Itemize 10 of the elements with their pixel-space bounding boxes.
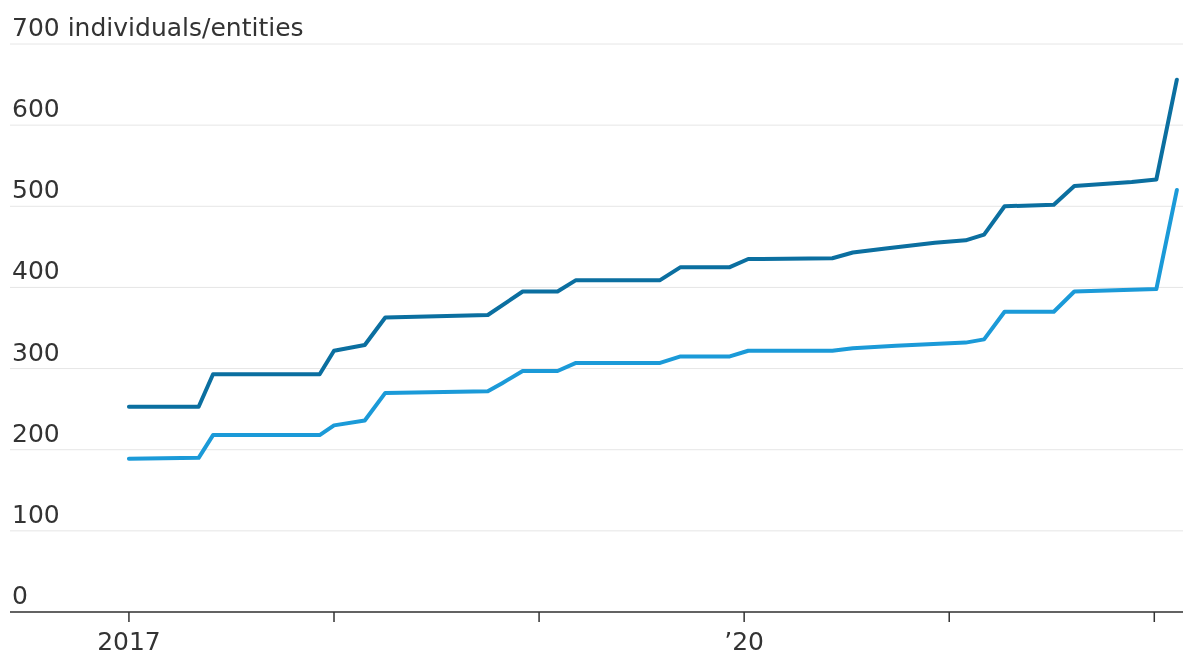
x-tick-label: ’20 (724, 627, 765, 656)
y-tick-label: 700 individuals/entities (12, 13, 304, 42)
y-tick-label: 300 (12, 337, 60, 367)
y-tick-label: 0 (12, 581, 28, 610)
y-tick-label: 500 (12, 175, 60, 205)
y-tick-label: 100 (12, 499, 60, 529)
y-tick-label: 600 (12, 94, 60, 124)
x-tick-label: 2017 (97, 627, 161, 656)
y-tick-label: 400 (12, 256, 60, 286)
y-tick-label: 200 (12, 418, 60, 448)
